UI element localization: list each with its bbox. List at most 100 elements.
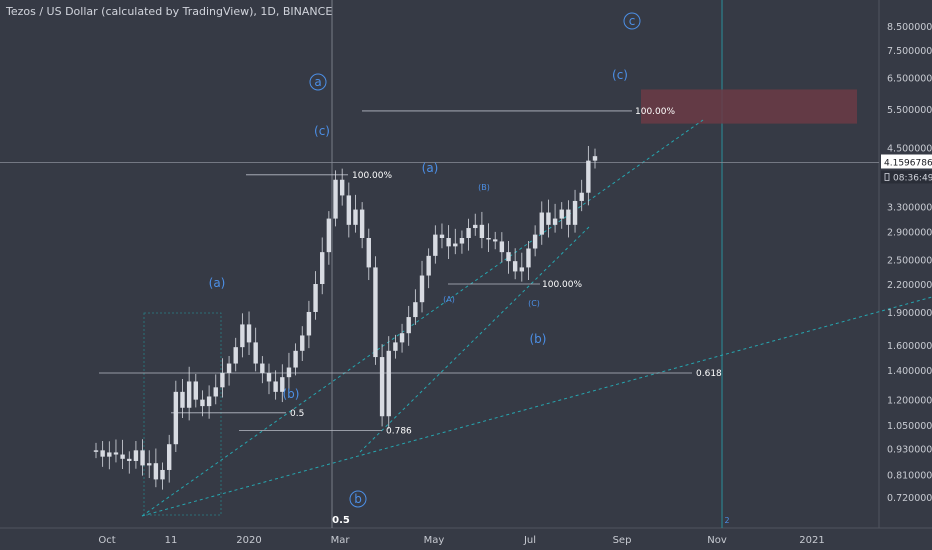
candle-body [300,335,305,351]
candle-body [393,342,398,351]
y-tick-label: 0.7200000 [887,493,932,504]
candle-body [273,381,278,392]
candle-body [293,350,298,368]
candle-body [226,363,232,373]
x-tick-label: 2020 [236,535,261,546]
candle-body [333,179,338,219]
candle-body [93,450,99,452]
candle-body [532,234,538,249]
candle-body [519,267,525,272]
countdown-badge [881,170,932,184]
candle-body [506,252,511,262]
candle-body [493,239,498,242]
target-zone-box [641,89,857,124]
candle-body [193,381,198,400]
x-tick-label: Sep [613,535,632,546]
candle-body [206,396,212,407]
wave-label: (C) [528,299,540,308]
wave-label-circle [349,490,367,508]
candle-body [526,248,531,268]
candle-body [260,363,265,373]
x-tick-label: May [424,535,445,546]
candle-body [120,454,125,459]
chart-title: Tezos / US Dollar (calculated by Trading… [6,5,333,18]
candle-body [379,357,385,417]
candle-body [320,252,325,285]
x-tick-label: 2021 [799,535,824,546]
candle-body [233,347,238,364]
y-tick-label: 8.5000000 [887,22,932,33]
candle-body [153,463,159,480]
wave-label: (c) [314,124,330,138]
wave-label: 2 [724,516,729,525]
fib-level-label: 0.5 [290,409,304,419]
candle-body [586,160,591,193]
y-tick-label: 1.9000000 [887,308,932,319]
fib-level-label: 100.00% [542,280,582,290]
candle-body [373,267,378,358]
candle-body [213,387,218,397]
candle-body [186,381,192,408]
candle-body [313,284,318,312]
trendline [141,119,704,517]
y-tick-label: 6.5000000 [887,73,932,84]
trendline [359,224,592,453]
candle-body [539,212,544,235]
candle-body [386,350,391,417]
last-price-label: 4.1596786 [884,158,932,168]
y-tick-label: 4.5000000 [887,143,932,154]
wave-label: (A) [443,295,455,304]
y-tick-label: 7.5000000 [887,46,932,57]
candle-body [579,192,584,201]
candle-body [512,261,518,272]
candle-body [246,324,252,343]
wave-label: (B) [478,183,490,192]
wave-label: a [314,75,321,89]
candle-body [399,333,405,343]
candle-body [559,209,564,219]
y-tick-label: 2.9000000 [887,227,932,238]
y-tick-label: 2.5000000 [887,256,932,267]
wave-label: (a) [422,161,439,175]
last-price-badge [881,154,932,169]
candle-body [127,458,132,461]
candle-body [326,218,332,253]
candle-body [147,463,152,466]
candle-body [406,317,411,334]
wave-label: (c) [612,68,628,82]
trendline [141,296,932,517]
candle-body [359,209,365,239]
candle-body [552,218,558,225]
candle-body [266,372,272,382]
candle-body [166,444,172,470]
candle-body [133,450,139,461]
x-tick-label: Nov [707,535,727,546]
candle-body [240,324,245,348]
candle-body [592,156,598,161]
candle-body [180,391,185,408]
candle-body [439,234,445,239]
candle-body [339,179,345,196]
candle-body [413,302,418,318]
wave-label-circle [309,73,327,91]
wave-label: (b) [530,332,547,346]
hourglass-icon [884,173,890,181]
fib-level-label: 0.786 [386,427,412,437]
candle-body [366,238,371,268]
candle-body [433,234,438,256]
wave-label: b [354,492,362,506]
candle-body [499,241,505,253]
x-tick-label: Mar [331,535,351,546]
x-tick-label: Jul [523,535,536,546]
y-tick-label: 1.2000000 [887,396,932,407]
y-tick-label: 2.2000000 [887,280,932,291]
fib-level-label: 100.00% [635,107,675,117]
candle-body [566,209,571,225]
candle-body [486,238,491,240]
y-tick-label: 1.6000000 [887,341,932,352]
candle-body [473,224,478,229]
